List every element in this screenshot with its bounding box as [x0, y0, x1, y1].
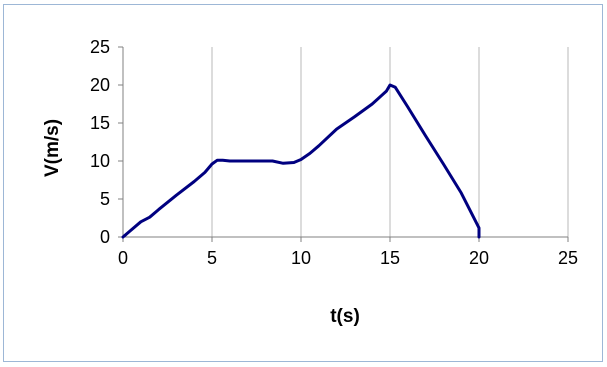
x-tick-label: 10 [291, 248, 311, 268]
x-tick-label: 20 [469, 248, 489, 268]
axes [118, 46, 569, 242]
x-axis-title: t(s) [330, 306, 360, 327]
y-tick-label: 20 [90, 75, 110, 95]
y-tick-label: 15 [90, 113, 110, 133]
gridlines [211, 47, 569, 237]
x-tick-label: 15 [380, 248, 400, 268]
y-axis-title: V(m/s) [42, 119, 63, 177]
y-tick-label: 5 [100, 189, 110, 209]
y-tick-label: 25 [90, 37, 110, 57]
y-tick-label: 10 [90, 151, 110, 171]
x-tick-labels: 0 5 10 15 20 25 [118, 248, 578, 268]
series-layer [121, 83, 481, 239]
chart-frame [3, 4, 603, 362]
velocity-line [121, 83, 481, 239]
x-tick-label: 0 [118, 248, 128, 268]
x-tick-label: 5 [207, 248, 217, 268]
x-tick-label: 25 [558, 248, 578, 268]
y-tick-labels: 0 5 10 15 20 25 [90, 37, 110, 247]
y-tick-label: 0 [100, 227, 110, 247]
